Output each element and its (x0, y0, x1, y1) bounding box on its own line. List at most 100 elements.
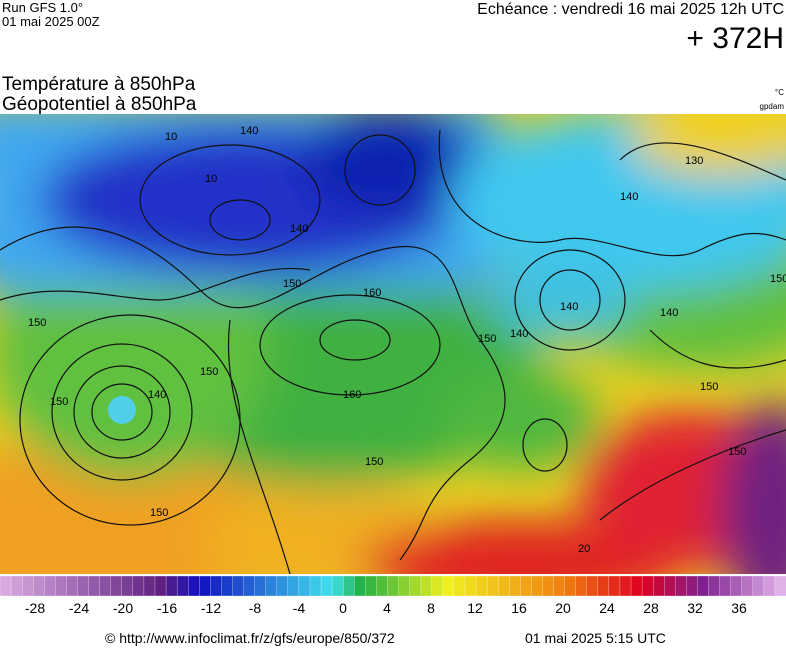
run-label: Run GFS 1.0° (2, 0, 83, 15)
colorbar-cell (608, 575, 621, 597)
colorbar-cell (431, 575, 444, 597)
colorbar-cell (33, 575, 45, 597)
contour-label: 150 (50, 396, 68, 408)
colorbar-tick-label: 24 (599, 600, 615, 616)
colorbar-cell (221, 575, 234, 597)
colorbar-tick-label: -4 (293, 600, 306, 616)
colorbar-cell (741, 575, 754, 597)
colorbar-tick-label: 20 (555, 600, 571, 616)
title-geopotential: Géopotentiel à 850hPa (2, 94, 197, 115)
contour-label: 10 (205, 173, 217, 185)
colorbar-cell (165, 575, 178, 597)
colorbar-tick-label: -20 (113, 600, 133, 616)
contour-label: 150 (700, 381, 718, 393)
colorbar-cell (298, 575, 311, 597)
colorbar-cell (730, 575, 743, 597)
contour-label: 10 (165, 131, 177, 143)
colorbar-cell (44, 575, 57, 597)
contour-label: 140 (148, 389, 166, 401)
contour-label: 150 (728, 446, 746, 458)
colorbar-cell (88, 575, 101, 597)
colorbar-cell (509, 575, 521, 597)
colorbar-cell (409, 575, 422, 597)
colorbar-cell (331, 575, 344, 597)
colorbar-tick-label: -12 (201, 600, 221, 616)
colorbar-cell (564, 575, 577, 597)
run-date: 01 mai 2025 00Z (2, 14, 100, 29)
contour-label: 160 (363, 287, 381, 299)
contour-label: 150 (200, 366, 218, 378)
colorbar-cell (531, 575, 544, 597)
unit-geopotential: gpdam (760, 102, 785, 111)
contour-label: 140 (290, 223, 308, 235)
colorbar-cell (498, 575, 510, 597)
colorbar-cell (188, 575, 200, 597)
colorbar-tick-label: 12 (467, 600, 483, 616)
colorbar-cell (486, 575, 499, 597)
contour-labels: 140 10 10 140 150 160 160 150 150 150 14… (28, 125, 786, 555)
colorbar-cell (752, 575, 765, 597)
contour-label: 20 (578, 543, 590, 555)
colorbar-cell (343, 575, 355, 597)
colorbar-cell (664, 575, 676, 597)
colorbar-tick-label: -8 (249, 600, 262, 616)
colorbar-cell (99, 575, 112, 597)
unit-temperature: °C (775, 88, 784, 97)
colorbar-cell (232, 575, 245, 597)
colorbar-cell (641, 575, 654, 597)
colorbar-tick-label: 4 (383, 600, 391, 616)
colorbar-cell (121, 575, 134, 597)
colorbar-cell (686, 575, 699, 597)
colorbar-cell (320, 575, 333, 597)
colorbar-cell (675, 575, 688, 597)
colorbar-cell (763, 575, 776, 597)
geopotential-contours (0, 129, 786, 574)
colorbar-cell (387, 575, 400, 597)
contour-label: 150 (770, 273, 786, 285)
colorbar-cell (376, 575, 389, 597)
colorbar-cell (475, 575, 488, 597)
colorbar-cell (199, 575, 211, 597)
colorbar-cell (10, 575, 23, 597)
contour-label: 140 (560, 301, 578, 313)
colorbar-tick-label: 32 (687, 600, 703, 616)
valid-time: Echéance : vendredi 16 mai 2025 12h UTC (477, 1, 784, 18)
colorbar-cell (354, 575, 366, 597)
colorbar-cell (55, 575, 68, 597)
colorbar-cell (708, 575, 721, 597)
colorbar-cell (143, 575, 156, 597)
colorbar-cell (0, 575, 12, 597)
colorbar-cell (309, 575, 322, 597)
source-link[interactable]: © http://www.infoclimat.fr/z/gfs/europe/… (105, 630, 395, 646)
colorbar-cell (774, 575, 786, 597)
colorbar-cell (110, 575, 123, 597)
contour-label: 160 (343, 389, 361, 401)
colorbar-cell (398, 575, 411, 597)
colorbar-cell (254, 575, 267, 597)
colorbar-tick-label: 36 (731, 600, 747, 616)
colorbar-cell (630, 575, 643, 597)
colorbar-cell (653, 575, 665, 597)
issued-time: 01 mai 2025 5:15 UTC (525, 630, 666, 646)
colorbar-cell (697, 575, 710, 597)
contour-label: 150 (365, 456, 383, 468)
colorbar-cell (553, 575, 566, 597)
colorbar-cell (265, 575, 278, 597)
colorbar-cell (453, 575, 466, 597)
colorbar-cell (597, 575, 610, 597)
contour-label: 150 (28, 317, 46, 329)
contour-label: 150 (478, 333, 496, 345)
title-temperature: Température à 850hPa (2, 74, 196, 95)
colorbar-cell (464, 575, 477, 597)
colorbar-cell (276, 575, 289, 597)
colorbar-tick-label: 8 (427, 600, 435, 616)
colorbar-cell (77, 575, 90, 597)
contour-label: 130 (685, 155, 703, 167)
colorbar-cell (243, 575, 256, 597)
colorbar-cell (66, 575, 79, 597)
colorbar-tick-label: -28 (25, 600, 45, 616)
colorbar-tick-label: 28 (643, 600, 659, 616)
contour-label: 140 (620, 191, 638, 203)
